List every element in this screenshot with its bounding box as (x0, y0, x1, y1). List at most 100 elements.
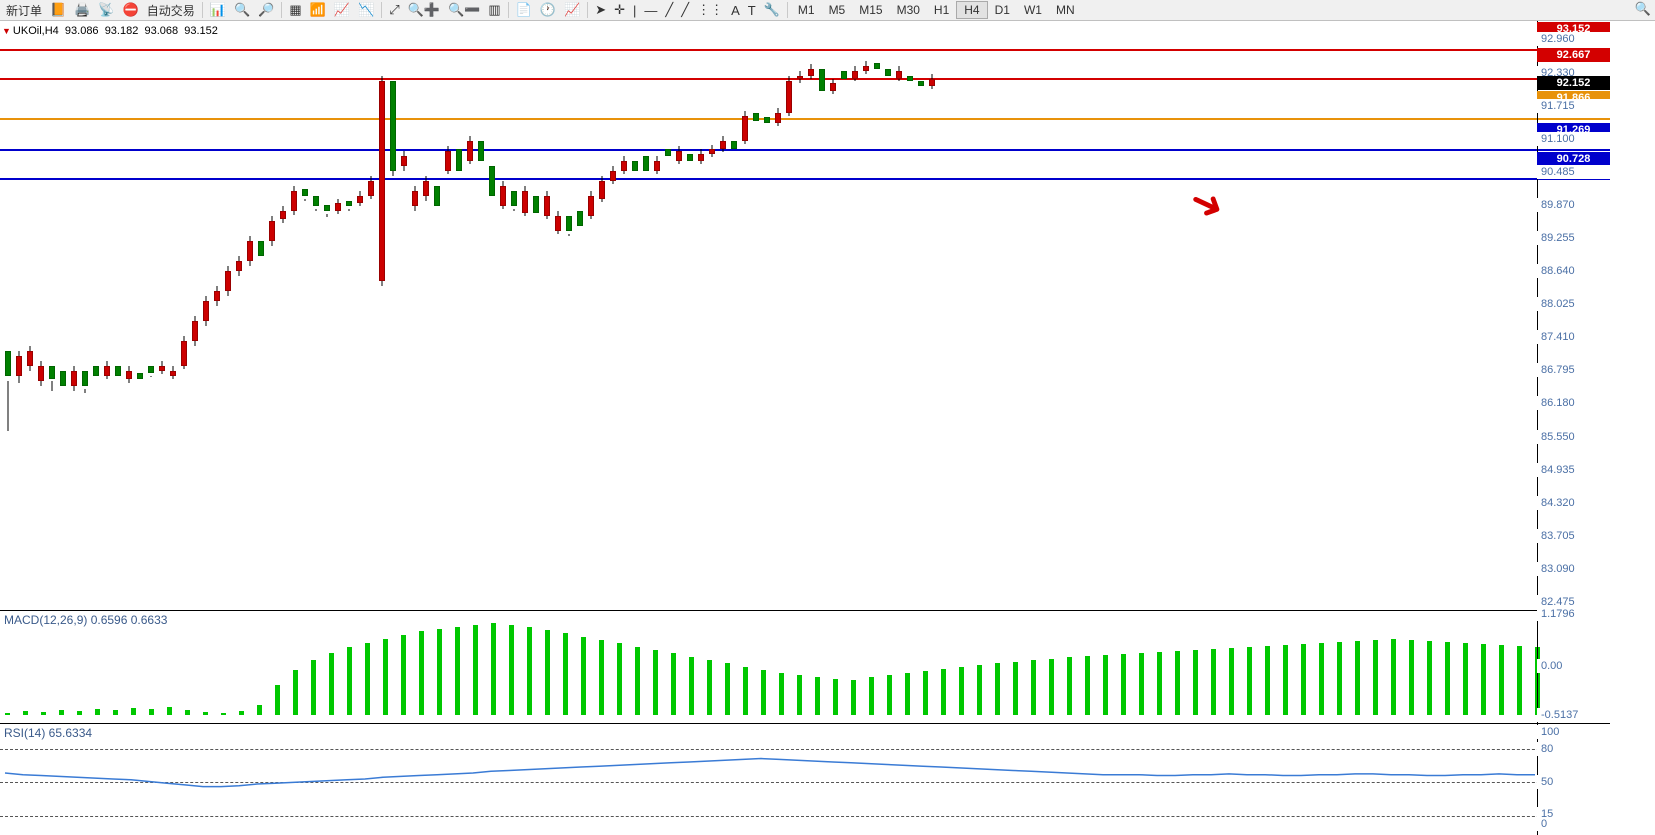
candles-container[interactable] (0, 21, 1610, 611)
candle-body[interactable] (720, 141, 726, 149)
open-icon[interactable]: 📙 (46, 0, 70, 20)
grid-toggle-icon[interactable]: ▥ (484, 0, 504, 20)
candle-body[interactable] (269, 221, 275, 241)
candle-body[interactable] (874, 63, 880, 69)
rsi-line[interactable] (0, 724, 1610, 835)
candle-body[interactable] (786, 81, 792, 113)
candle-body[interactable] (302, 189, 308, 196)
candle-body[interactable] (731, 141, 737, 149)
candle-wick[interactable] (349, 209, 350, 211)
candle-body[interactable] (830, 83, 836, 91)
period-h1[interactable]: H1 (927, 2, 956, 18)
candle-body[interactable] (390, 81, 396, 171)
rsi-panel[interactable]: RSI(14) 65.6334 100 80 50 15 0 (0, 724, 1610, 835)
candle-body[interactable] (258, 241, 264, 256)
candle-body[interactable] (533, 196, 539, 213)
magnifier-plus-icon[interactable]: 🔍➕ (404, 0, 444, 20)
candle-body[interactable] (643, 156, 649, 171)
candle-wick[interactable] (151, 376, 152, 377)
fib-tool-icon[interactable]: ⋮⋮ (693, 0, 727, 20)
candle-body[interactable] (423, 181, 429, 196)
search-icon[interactable]: 🔍 (1635, 1, 1651, 17)
candle-body[interactable] (610, 171, 616, 181)
period-h4[interactable]: H4 (956, 1, 987, 19)
period-m5[interactable]: M5 (822, 2, 853, 18)
candle-body[interactable] (412, 191, 418, 206)
candle-body[interactable] (82, 371, 88, 386)
chart-line-icon[interactable]: 📉 (354, 0, 378, 20)
candle-body[interactable] (236, 261, 242, 271)
candle-body[interactable] (698, 154, 704, 161)
textbox-tool-icon[interactable]: T (744, 0, 760, 20)
candle-body[interactable] (665, 149, 671, 156)
candle-body[interactable] (225, 271, 231, 291)
candle-body[interactable] (577, 211, 583, 226)
candle-body[interactable] (775, 113, 781, 123)
candle-body[interactable] (621, 161, 627, 171)
candle-body[interactable] (841, 71, 847, 79)
candle-body[interactable] (214, 291, 220, 301)
candle-wick[interactable] (514, 209, 515, 211)
candle-body[interactable] (742, 116, 748, 141)
candle-body[interactable] (27, 351, 33, 366)
vline-tool-icon[interactable]: | (629, 0, 640, 20)
candle-body[interactable] (654, 161, 660, 171)
period-m30[interactable]: M30 (890, 2, 927, 18)
candle-body[interactable] (368, 181, 374, 196)
chart-candle-icon[interactable]: 📈 (330, 0, 354, 20)
candle-body[interactable] (137, 373, 143, 379)
candle-body[interactable] (544, 196, 550, 216)
candle-body[interactable] (863, 66, 869, 71)
candle-body[interactable] (599, 181, 605, 199)
candle-body[interactable] (907, 76, 913, 81)
candle-body[interactable] (401, 156, 407, 166)
hline-tool-icon[interactable]: — (640, 0, 661, 20)
candle-body[interactable] (489, 166, 495, 196)
candle-body[interactable] (93, 366, 99, 376)
zoom-in-icon[interactable]: 🔍 (230, 0, 254, 20)
period-m15[interactable]: M15 (852, 2, 889, 18)
candle-body[interactable] (115, 366, 121, 376)
candle-body[interactable] (335, 203, 341, 211)
macd-panel[interactable]: MACD(12,26,9) 0.6596 0.6633 1.1796 0.00 … (0, 611, 1610, 724)
candle-body[interactable] (313, 196, 319, 206)
candle-body[interactable] (511, 191, 517, 206)
candle-body[interactable] (445, 151, 451, 171)
cursor-icon[interactable]: ➤ (591, 0, 610, 20)
candle-body[interactable] (588, 196, 594, 216)
text-tool-icon[interactable]: A (727, 0, 744, 20)
candle-body[interactable] (885, 69, 891, 76)
price-axis[interactable]: 93.152 92.960 92.667 92.330 92.152 91.866 91.7… (1537, 21, 1610, 610)
candle-body[interactable] (500, 186, 506, 206)
chart-shift-icon[interactable]: ⤢ (385, 0, 403, 20)
candle-body[interactable] (324, 205, 330, 211)
candle-body[interactable] (126, 371, 132, 379)
candle-wick[interactable] (305, 199, 306, 201)
period-mn[interactable]: MN (1049, 2, 1082, 18)
candle-body[interactable] (60, 371, 66, 386)
channel-tool-icon[interactable]: ╱ (677, 0, 693, 20)
period-m1[interactable]: M1 (791, 2, 822, 18)
period-d1[interactable]: D1 (988, 2, 1017, 18)
indicators-icon[interactable]: 📈 (560, 0, 584, 20)
candle-body[interactable] (434, 186, 440, 206)
rsi-axis[interactable]: 100 80 50 15 0 (1537, 724, 1610, 835)
candle-body[interactable] (566, 216, 572, 231)
candle-body[interactable] (522, 191, 528, 213)
price-panel[interactable]: ➜ 93.152 92.960 92.667 92.330 92.152 91.866 91… (0, 21, 1610, 611)
candle-body[interactable] (478, 141, 484, 161)
candle-body[interactable] (896, 71, 902, 79)
candle-body[interactable] (764, 117, 770, 123)
new-order-menu[interactable]: 新订单 (2, 0, 46, 20)
candle-body[interactable] (291, 191, 297, 211)
candle-body[interactable] (346, 201, 352, 206)
autotrading-label[interactable]: 自动交易 (143, 0, 199, 20)
chart-bar-icon[interactable]: 📶 (306, 0, 330, 20)
object-list-icon[interactable]: 🔧 (760, 0, 784, 20)
candle-body[interactable] (203, 301, 209, 321)
candle-body[interactable] (676, 151, 682, 161)
macd-axis[interactable]: 1.1796 0.00 -0.5137 (1537, 611, 1610, 723)
candle-wick[interactable] (569, 234, 570, 236)
candle-body[interactable] (247, 241, 253, 261)
candle-body[interactable] (170, 371, 176, 376)
